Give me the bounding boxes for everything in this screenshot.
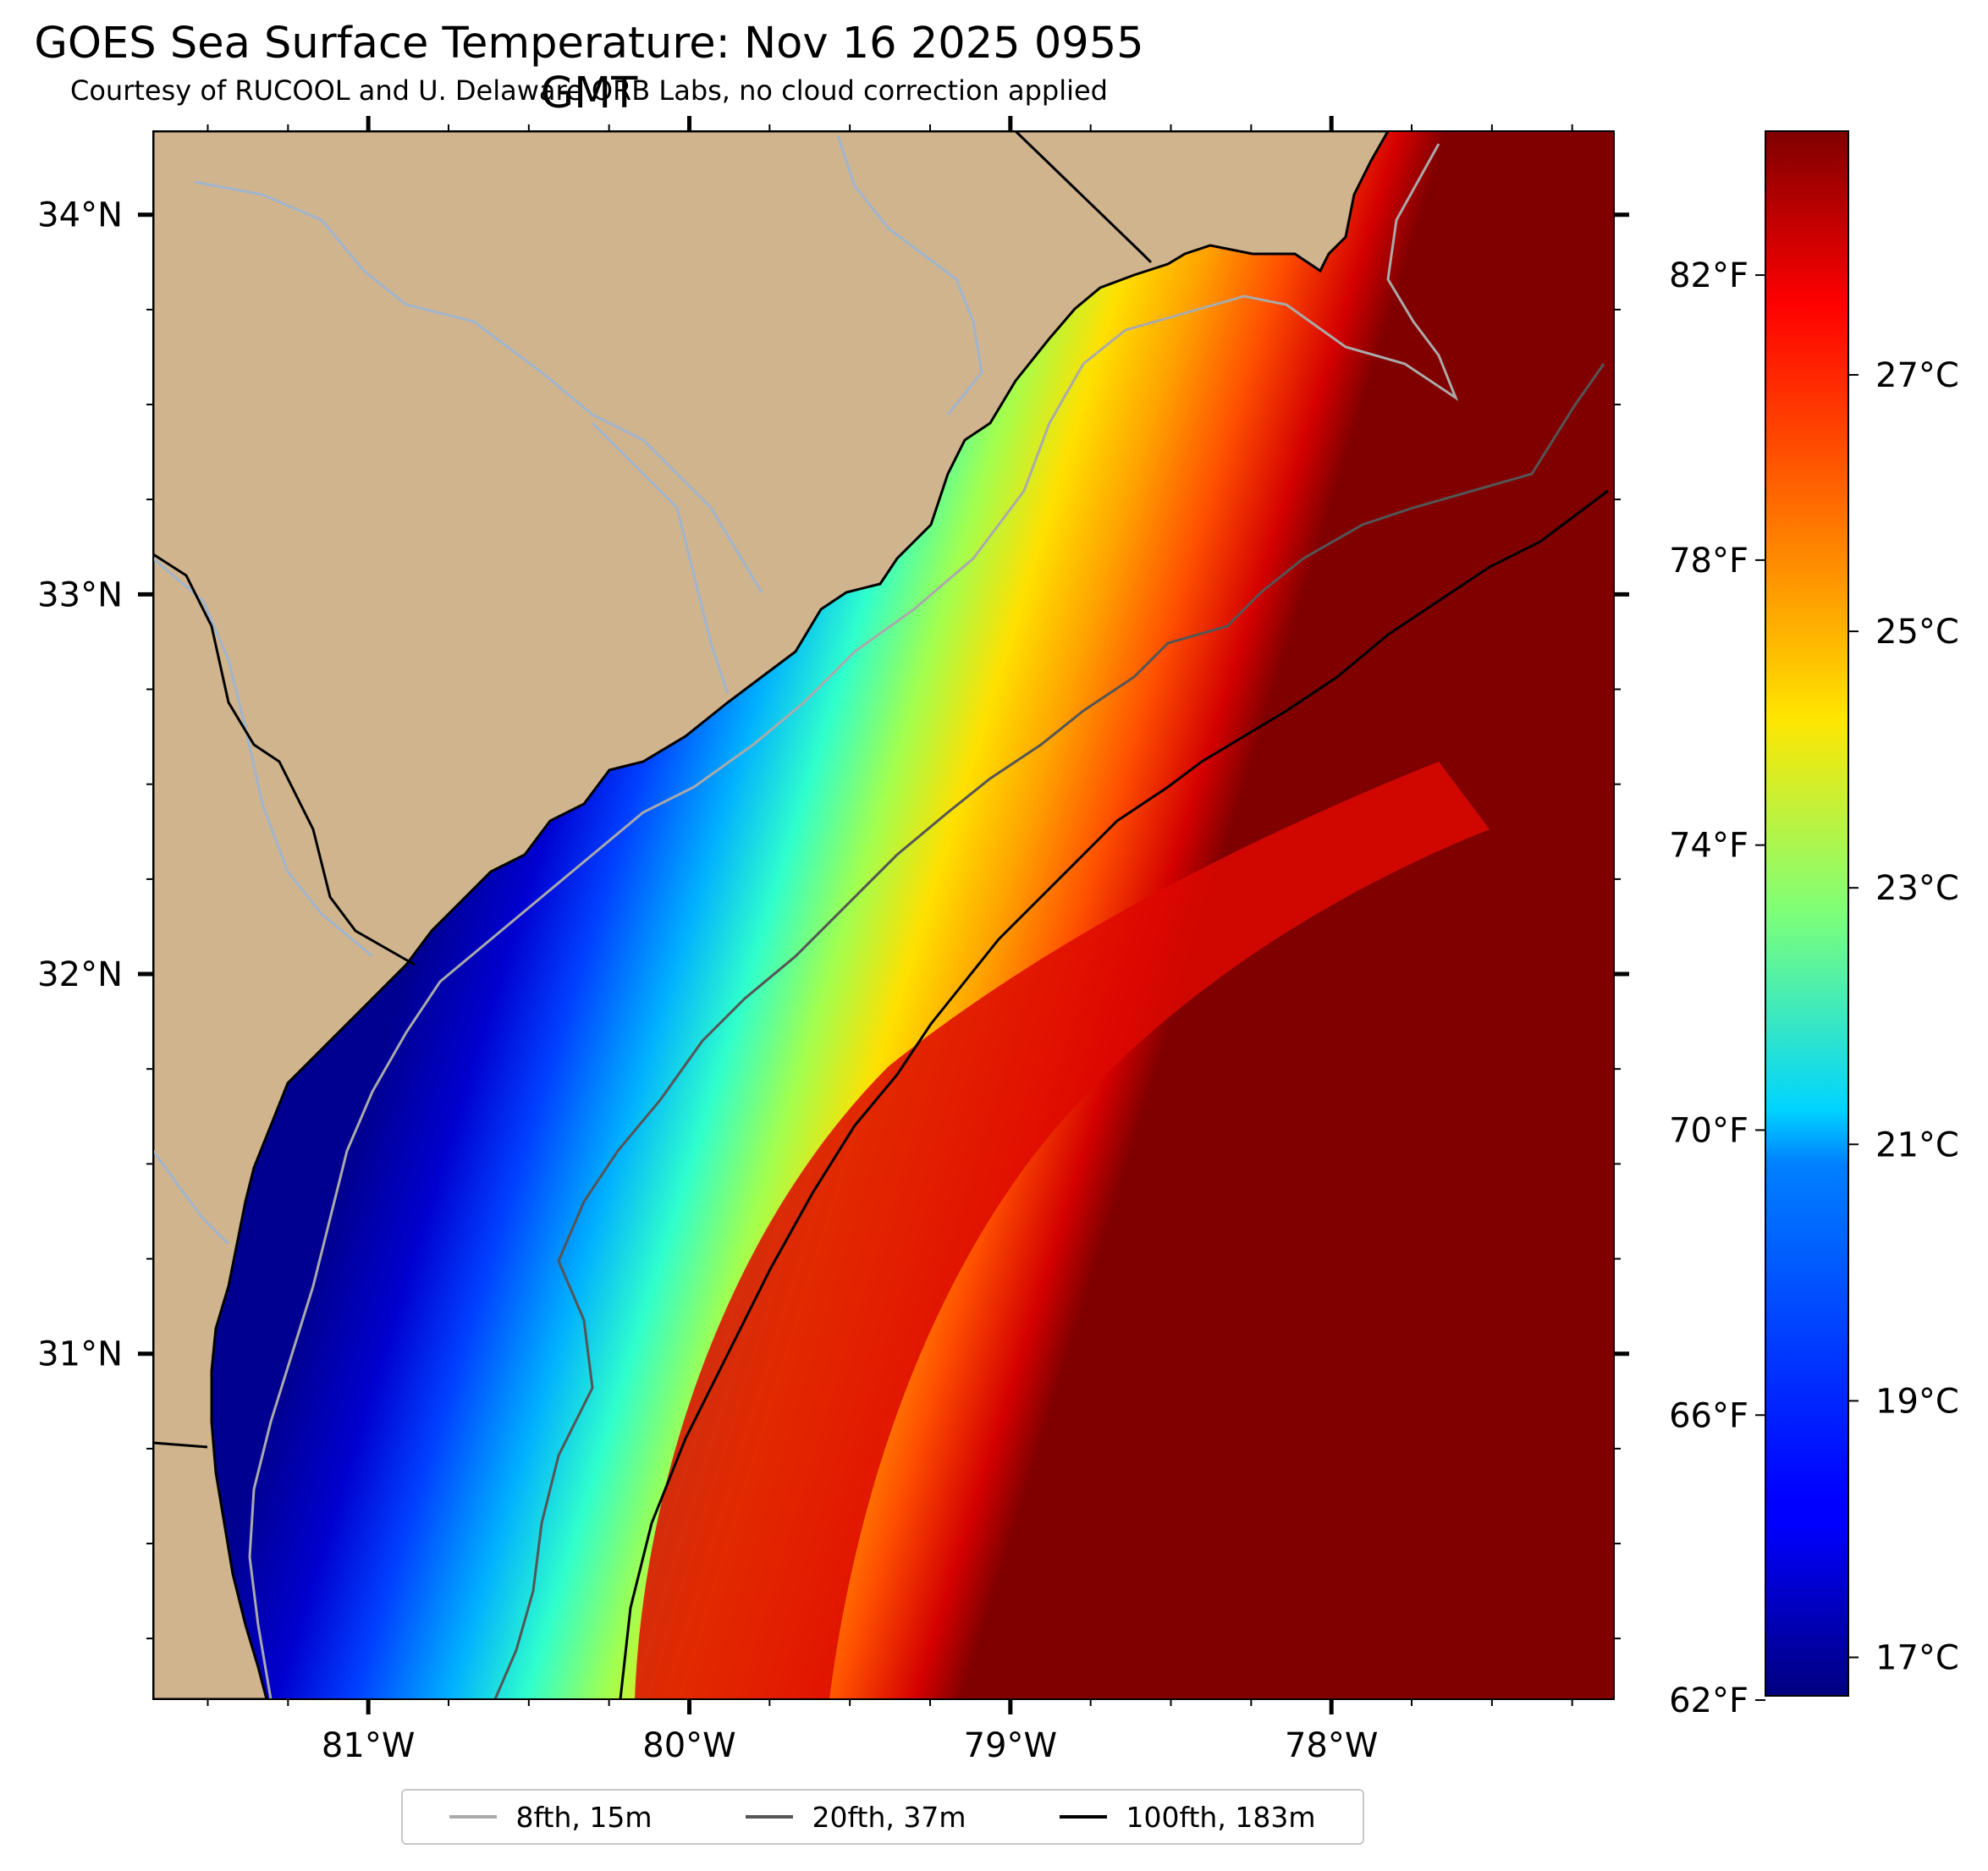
rivers xyxy=(153,135,983,1246)
celsius-tick-label: 23°C xyxy=(1875,869,1959,908)
lat-tick-label: 33°N xyxy=(37,575,123,614)
celsius-tick-label: 21°C xyxy=(1875,1125,1959,1164)
chart-title: GOES Sea Surface Temperature: Nov 16 202… xyxy=(34,19,1144,118)
nc-sc-border xyxy=(1014,131,1153,264)
legend: 8fth, 15m 20fth, 37m 100fth, 183m xyxy=(401,1789,1364,1845)
land xyxy=(153,131,1390,1699)
lon-tick-label: 78°W xyxy=(1285,1726,1378,1765)
legend-label-100fth: 100fth, 183m xyxy=(1126,1800,1316,1834)
fahrenheit-tick-label: 74°F xyxy=(1669,827,1748,866)
map-panel xyxy=(153,131,1614,1699)
legend-label-20fth: 20fth, 37m xyxy=(812,1800,966,1834)
fahrenheit-tick-label: 70°F xyxy=(1669,1111,1748,1150)
state-borders xyxy=(153,131,1153,1449)
fahrenheit-tick-label: 82°F xyxy=(1669,256,1748,295)
legend-item-100fth: 100fth, 183m xyxy=(1060,1801,1315,1834)
river-savannah xyxy=(153,557,373,958)
lon-tick-label: 79°W xyxy=(964,1726,1057,1765)
legend-label-8fth: 8fth, 15m xyxy=(515,1800,653,1834)
celsius-tick-label: 19°C xyxy=(1875,1382,1959,1421)
colorbar xyxy=(1765,130,1849,1697)
legend-swatch-20fth xyxy=(746,1815,794,1819)
legend-swatch-100fth xyxy=(1060,1815,1108,1819)
sc-ga-border xyxy=(153,553,416,966)
map-frame xyxy=(152,130,1615,1700)
lat-tick-label: 31°N xyxy=(37,1335,123,1374)
isobaths xyxy=(248,143,1609,1699)
celsius-tick-label: 27°C xyxy=(1875,356,1959,395)
legend-swatch-8fth xyxy=(449,1815,498,1819)
colorbar-gradient xyxy=(1765,130,1849,1697)
ga-fl-border xyxy=(153,1441,208,1449)
celsius-tick-label: 25°C xyxy=(1875,613,1959,652)
fahrenheit-tick-label: 62°F xyxy=(1669,1681,1748,1720)
lat-tick-label: 32°N xyxy=(37,955,123,994)
isobath-100fth xyxy=(619,489,1609,1699)
river-santee xyxy=(836,135,983,415)
river-altamaha xyxy=(153,1150,230,1246)
fahrenheit-tick-label: 66°F xyxy=(1669,1396,1748,1435)
river-pee-dee xyxy=(194,180,763,593)
isobath-8fth xyxy=(248,143,1459,1699)
axis-layer: 81°W 80°W 79°W 78°W 34°N 33°N 32°N 31°N 27°C 25°C… xyxy=(37,116,1959,1765)
river-cooper xyxy=(591,421,730,695)
lon-tick-label: 80°W xyxy=(642,1726,735,1765)
chart-subtitle: Courtesy of RUCOOL and U. Delaware ORB L… xyxy=(70,74,1108,107)
warm-core-blob xyxy=(635,762,1490,1699)
isobath-20fth xyxy=(493,363,1605,1699)
fahrenheit-tick-label: 78°F xyxy=(1669,542,1748,581)
lat-tick-label: 34°N xyxy=(37,196,123,235)
legend-item-20fth: 20fth, 37m xyxy=(746,1801,966,1834)
legend-item-8fth: 8fth, 15m xyxy=(449,1800,653,1834)
celsius-tick-label: 17°C xyxy=(1875,1639,1959,1678)
lon-tick-label: 81°W xyxy=(322,1726,415,1765)
